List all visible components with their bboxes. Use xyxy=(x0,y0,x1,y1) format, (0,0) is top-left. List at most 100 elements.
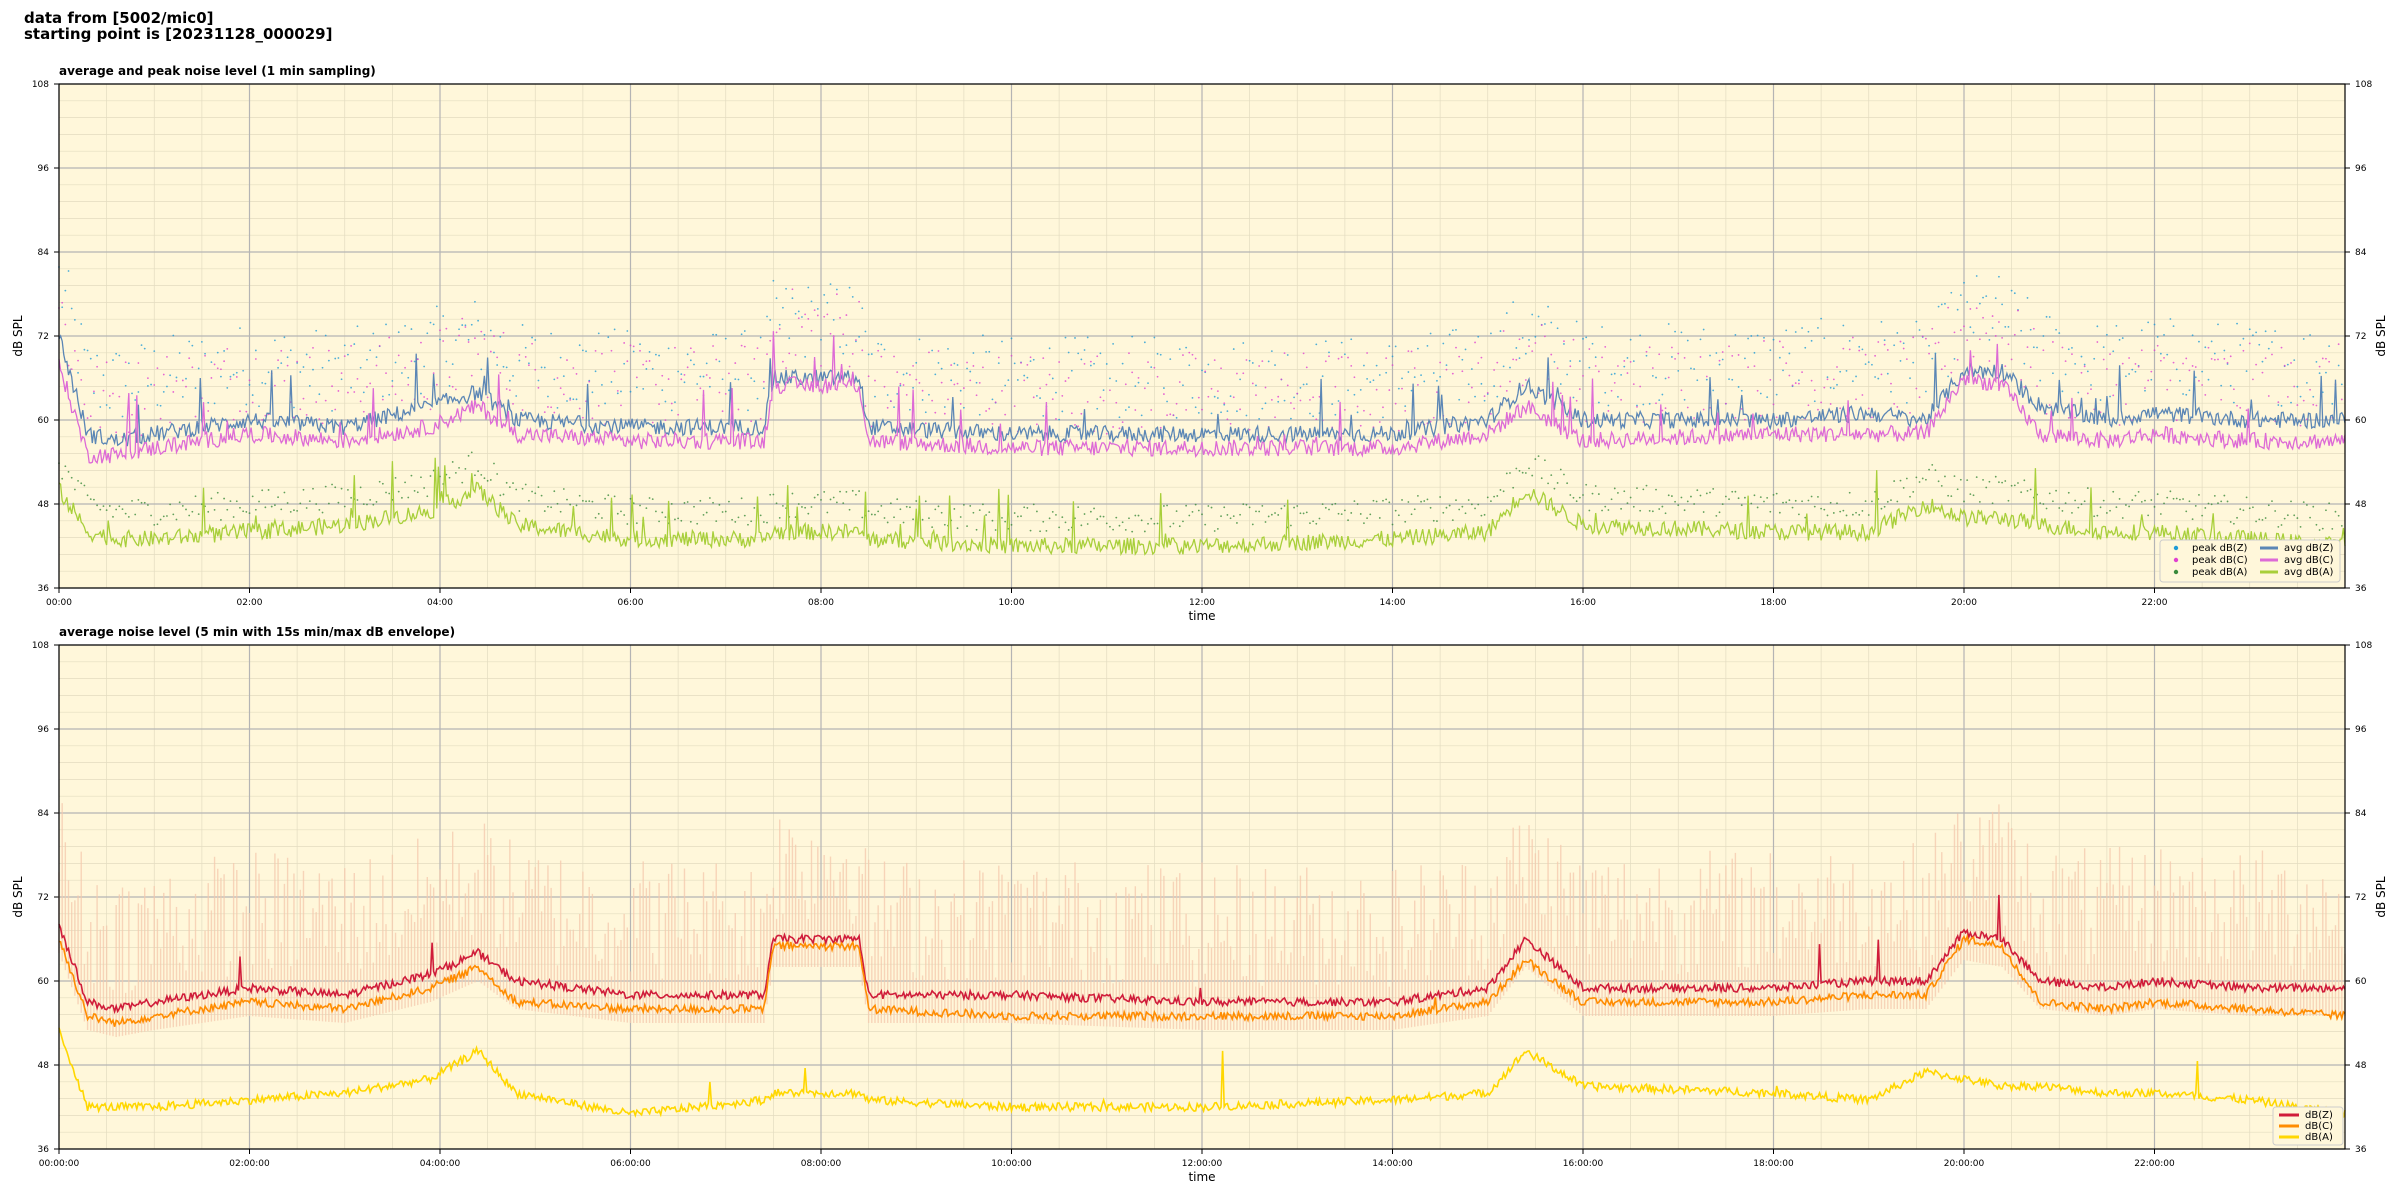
peak-dot xyxy=(1178,381,1181,383)
peak-dot xyxy=(1274,512,1276,514)
peak-dot xyxy=(845,314,848,316)
peak-dot xyxy=(1331,403,1334,406)
peak-dot xyxy=(826,511,829,514)
peak-dot xyxy=(2271,353,2273,356)
peak-dot xyxy=(769,319,772,321)
peak-dot xyxy=(896,498,899,501)
peak-dot xyxy=(743,330,746,332)
peak-dot xyxy=(724,393,727,395)
peak-dot xyxy=(464,467,467,470)
peak-dot xyxy=(1988,480,1991,483)
peak-dot xyxy=(1575,399,1578,402)
peak-dot xyxy=(1366,517,1368,520)
peak-dot xyxy=(1099,396,1102,399)
peak-dot xyxy=(1420,374,1422,377)
peak-dot xyxy=(289,510,292,513)
peak-dot xyxy=(715,333,718,336)
peak-dot xyxy=(1877,377,1880,380)
peak-dot xyxy=(2223,357,2226,360)
peak-dot xyxy=(2242,509,2245,512)
peak-dot xyxy=(1699,494,1702,497)
peak-dot xyxy=(708,385,711,388)
peak-dot xyxy=(420,341,422,344)
peak-dot xyxy=(835,288,838,291)
peak-dot xyxy=(2131,368,2134,371)
peak-dot xyxy=(1502,330,1505,332)
peak-dot xyxy=(410,474,413,477)
peak-dot xyxy=(1074,424,1076,426)
peak-dot xyxy=(655,383,657,386)
peak-dot xyxy=(2134,494,2137,497)
peak-dot xyxy=(2280,404,2283,407)
peak-dot xyxy=(1128,352,1130,355)
peak-dots-1 xyxy=(58,288,2343,438)
peak-dot xyxy=(1651,510,1654,513)
peak-dot xyxy=(432,323,435,326)
peak-dot xyxy=(683,381,686,384)
x-tick-label: 10:00 xyxy=(999,598,1025,608)
peak-dot xyxy=(1163,393,1165,395)
peak-dot xyxy=(70,307,73,310)
peak-dot xyxy=(496,356,499,359)
peak-dot xyxy=(1775,416,1778,419)
peak-dot xyxy=(1572,496,1575,499)
peak-dot xyxy=(1769,349,1772,352)
peak-dot xyxy=(112,515,114,518)
peak-dot xyxy=(696,383,699,385)
peak-dot xyxy=(1032,358,1035,361)
peak-dot xyxy=(1137,376,1140,379)
peak-dot xyxy=(1858,345,1861,348)
peak-dot xyxy=(845,344,848,347)
peak-dot xyxy=(102,505,105,508)
peak-dot xyxy=(2032,346,2035,349)
peak-dot xyxy=(810,329,813,332)
peak-dot xyxy=(826,301,829,304)
peak-dot xyxy=(931,349,934,352)
x-tick-label: 04:00:00 xyxy=(420,1159,461,1169)
peak-dot xyxy=(1477,362,1480,364)
peak-dot xyxy=(2010,289,2013,292)
peak-dot xyxy=(1667,376,1670,379)
peak-dot xyxy=(334,357,337,360)
peak-dot xyxy=(1328,351,1330,354)
peak-dot xyxy=(64,289,67,292)
peak-dot xyxy=(1620,507,1622,510)
peak-dot xyxy=(1312,520,1315,523)
peak-dot xyxy=(2204,507,2207,509)
peak-dot xyxy=(1388,389,1391,391)
peak-dot xyxy=(775,502,778,505)
peak-dot xyxy=(1293,506,1295,509)
peak-dot xyxy=(432,372,435,375)
peak-dot xyxy=(759,514,762,517)
peak-dot xyxy=(613,328,616,331)
peak-dot xyxy=(1928,352,1930,355)
peak-dot xyxy=(1499,330,1502,332)
peak-dot xyxy=(921,389,924,392)
peak-dot xyxy=(423,365,426,368)
peak-dot xyxy=(1769,378,1772,381)
peak-dots-2 xyxy=(58,451,2343,533)
peak-dot xyxy=(1407,371,1410,373)
peak-dot xyxy=(1302,512,1305,515)
peak-dot xyxy=(350,496,352,499)
peak-dot xyxy=(1312,415,1315,418)
peak-dot xyxy=(334,408,337,411)
peak-dot xyxy=(343,355,346,358)
peak-dot xyxy=(1537,455,1540,458)
peak-dot xyxy=(1699,356,1702,358)
peak-dot xyxy=(2150,370,2153,373)
peak-dot xyxy=(931,526,934,529)
peak-dot xyxy=(855,339,857,341)
y-tick-label-right: 60 xyxy=(2355,416,2367,426)
peak-dot xyxy=(870,513,873,516)
peak-dot xyxy=(1528,467,1530,470)
peak-dot xyxy=(318,418,321,420)
peak-dot xyxy=(953,508,956,510)
peak-dot xyxy=(1480,514,1483,517)
peak-dot xyxy=(1407,350,1410,353)
peak-dot xyxy=(1544,323,1546,325)
peak-dot xyxy=(1899,340,1902,343)
peak-dot xyxy=(2074,499,2077,502)
peak-dot xyxy=(1620,398,1622,401)
peak-dot xyxy=(1070,412,1073,415)
